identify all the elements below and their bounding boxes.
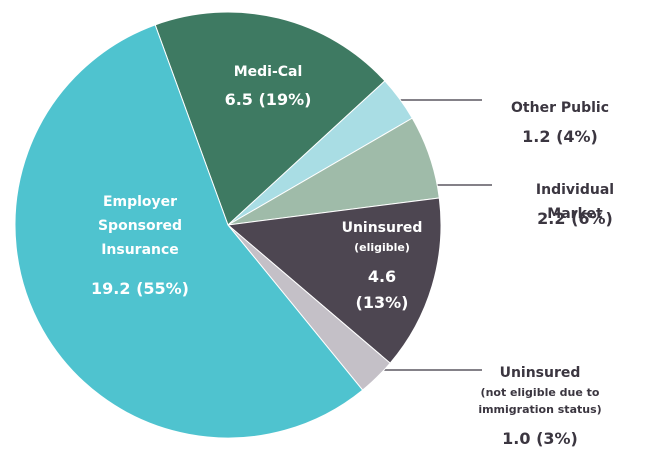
- slice-label: Uninsured: [499, 365, 581, 381]
- value-label: 6.5 (19%): [224, 90, 312, 109]
- value-label: 4.6 (13%): [355, 267, 409, 312]
- slice-label: Other Public: [511, 100, 609, 116]
- slice-label: Individual Market: [535, 182, 615, 222]
- slice-note: (eligible): [354, 241, 410, 254]
- slice-label: Medi-Cal: [233, 64, 303, 80]
- value-label: 1.0 (3%): [502, 429, 578, 448]
- value-label: 2.2 (6%): [537, 209, 613, 228]
- pie-slice: [154, 11, 386, 226]
- slice-note: (not eligible due to immigration status): [478, 386, 602, 416]
- value-label: 1.2 (4%): [522, 127, 598, 146]
- slice-label: Employer Sponsored Insurance: [97, 194, 183, 258]
- pie-slice: [14, 24, 364, 439]
- value-label: 19.2 (55%): [91, 279, 189, 298]
- pie-slice: [226, 197, 442, 364]
- slice-label: Uninsured: [341, 220, 423, 236]
